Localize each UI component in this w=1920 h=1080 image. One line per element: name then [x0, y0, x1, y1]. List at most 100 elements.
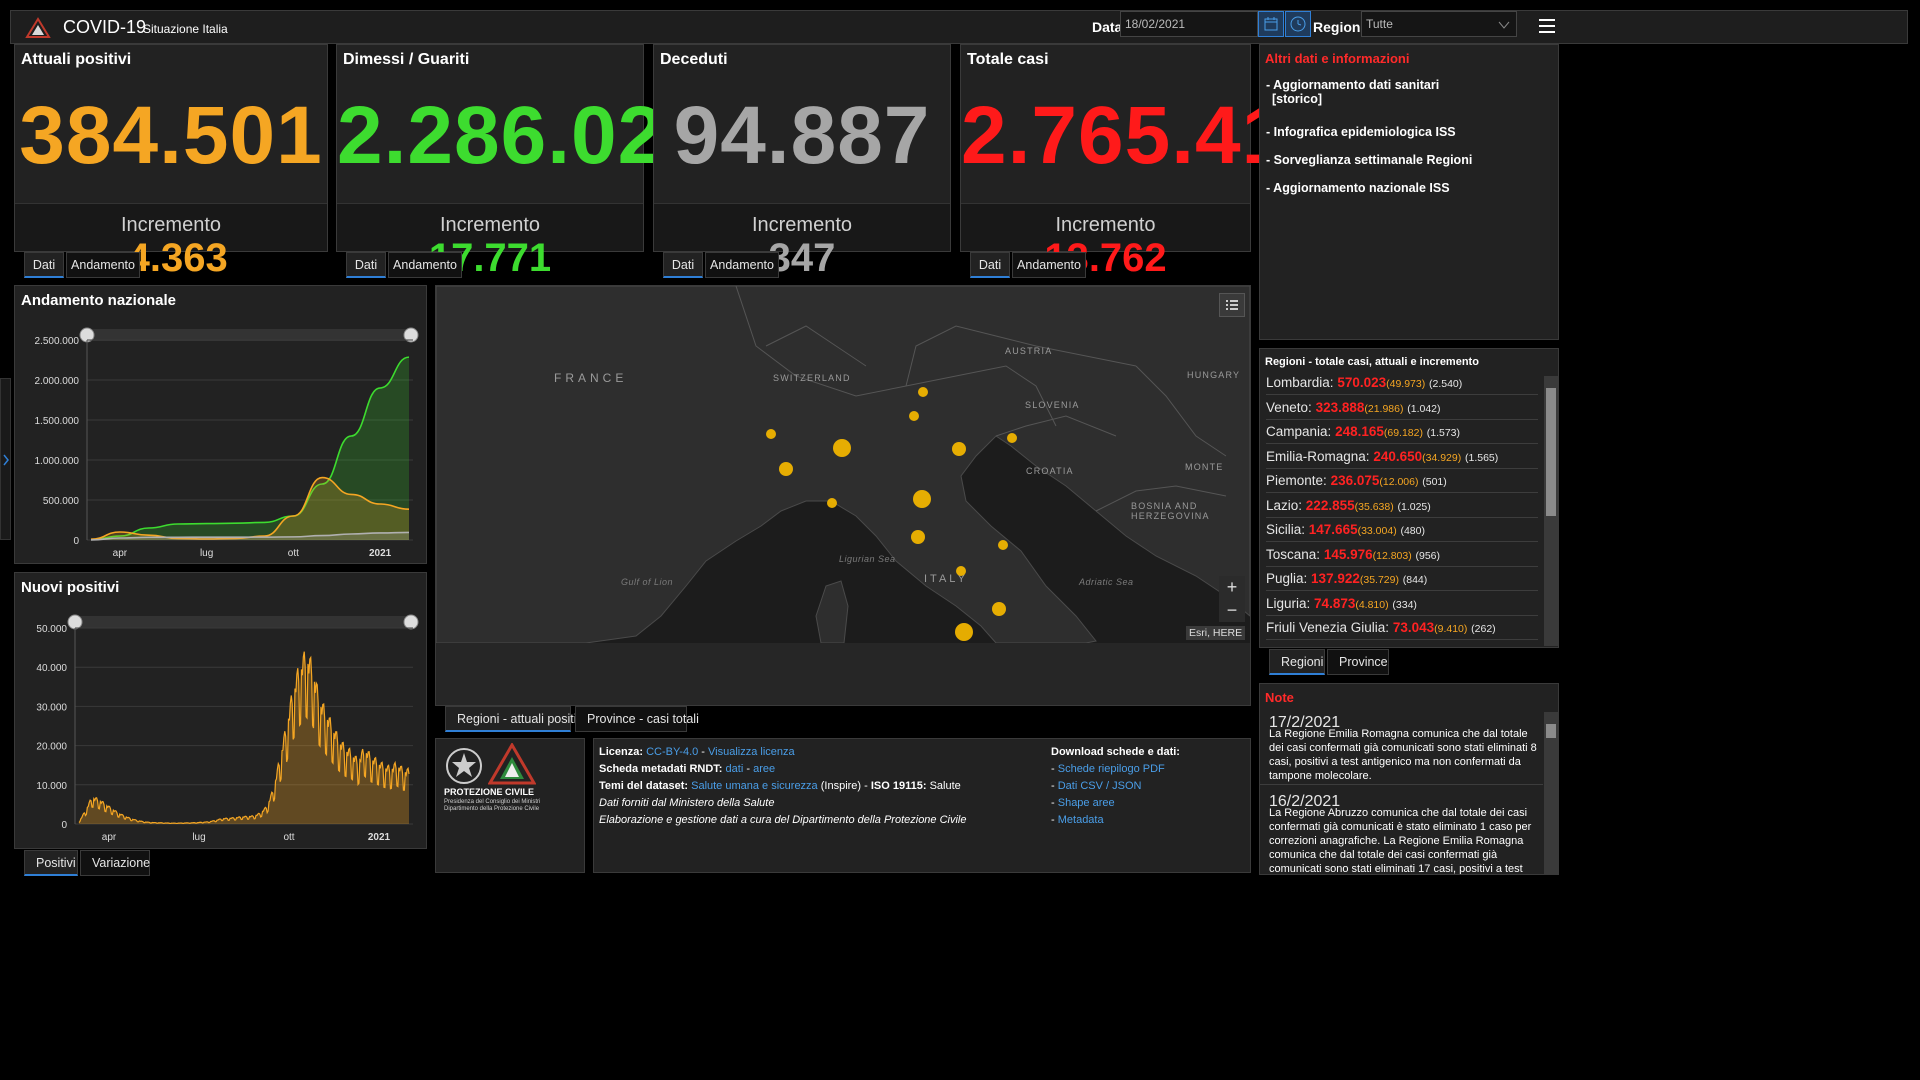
info-link[interactable]: - Aggiornamento dati sanitari [storico] — [1266, 78, 1439, 106]
metadata-dati-link[interactable]: dati — [725, 763, 744, 775]
region-increment: (1.025) — [1397, 500, 1431, 513]
tab-andamento[interactable]: Andamento — [66, 252, 140, 278]
region-row[interactable]: Friuli Venezia Giulia: 73.043(9.410) (26… — [1266, 616, 1538, 640]
tab-andamento[interactable]: Andamento — [705, 252, 779, 278]
region-bubble[interactable] — [913, 490, 931, 508]
new-positives-title: Nuovi positivi — [21, 579, 120, 596]
regions-scrollbar-thumb[interactable] — [1546, 388, 1556, 516]
tab-dati[interactable]: Dati — [970, 252, 1010, 278]
region-bubble[interactable] — [827, 498, 837, 508]
tab-positivi[interactable]: Positivi — [24, 850, 78, 876]
tab-andamento[interactable]: Andamento — [1012, 252, 1086, 278]
protezione-civile-logo-icon — [25, 17, 51, 38]
tab-map-province[interactable]: Province - casi totali — [575, 706, 699, 732]
view-license-link[interactable]: Visualizza licenza — [708, 746, 795, 758]
region-increment: (1.042) — [1407, 402, 1441, 415]
region-row[interactable]: Lazio: 222.855(35.638) (1.025) — [1266, 494, 1538, 518]
region-total: 236.075 — [1330, 473, 1380, 488]
tab-andamento[interactable]: Andamento — [388, 252, 462, 278]
region-bubble[interactable] — [918, 387, 928, 397]
region-bubble[interactable] — [833, 439, 851, 457]
region-row[interactable]: Liguria: 74.873(4.810) (334) — [1266, 592, 1538, 616]
download-pdf-link[interactable]: Schede riepilogo PDF — [1057, 763, 1165, 775]
region-select[interactable]: Tutte — [1361, 11, 1517, 37]
info-link[interactable]: - Aggiornamento nazionale ISS — [1266, 181, 1450, 195]
region-bubble[interactable] — [998, 540, 1008, 550]
tab-dati[interactable]: Dati — [663, 252, 703, 278]
notes-scrollbar-thumb[interactable] — [1546, 724, 1556, 738]
region-total: 248.165 — [1335, 424, 1384, 439]
notes-scrollbar[interactable] — [1544, 712, 1558, 874]
download-csv-link[interactable]: Dati CSV / JSON — [1057, 780, 1142, 792]
menu-button[interactable] — [1533, 13, 1561, 39]
tab-province[interactable]: Province — [1327, 649, 1389, 675]
info-link[interactable]: - Infografica epidemiologica ISS — [1266, 125, 1456, 139]
region-increment: (501) — [1422, 476, 1447, 488]
logo-text: PROTEZIONE CIVILE — [444, 787, 535, 797]
region-bubble[interactable] — [1007, 433, 1017, 443]
zoom-out-button[interactable]: − — [1226, 600, 1238, 620]
themes-link[interactable]: Salute umana e sicurezza — [691, 780, 818, 792]
regions-panel: Regioni - totale casi, attuali e increme… — [1259, 348, 1559, 648]
tab-dati[interactable]: Dati — [346, 252, 386, 278]
region-row[interactable]: Piemonte: 236.075(12.006) (501) — [1266, 469, 1538, 493]
region-row[interactable]: Sicilia: 147.665(33.004) (480) — [1266, 518, 1538, 542]
range-slider-handle[interactable] — [67, 614, 83, 630]
date-input[interactable]: 18/02/2021 — [1120, 11, 1258, 37]
download-metadata-link[interactable]: Metadata — [1057, 814, 1104, 826]
national-trend-title: Andamento nazionale — [21, 292, 177, 309]
date-label: Data — [1092, 19, 1123, 35]
metadata-aree-link[interactable]: aree — [753, 763, 776, 775]
region-bubble[interactable] — [952, 442, 966, 456]
calendar-button[interactable] — [1258, 11, 1284, 37]
source-text-1: Dati forniti dal Ministero della Salute — [599, 797, 775, 809]
download-shape-link[interactable]: Shape aree — [1057, 797, 1115, 809]
info-link-sub: [storico] — [1272, 92, 1322, 106]
region-bubble[interactable] — [909, 411, 919, 421]
region-row[interactable]: Toscana: 145.976(12.803) (956) — [1266, 543, 1538, 567]
clock-icon — [1290, 16, 1306, 32]
info-link[interactable]: - Sorveglianza settimanale Regioni — [1266, 153, 1472, 167]
region-row[interactable]: Veneto: 323.888(21.986) (1.042) — [1266, 396, 1538, 420]
region-current: (35.638) — [1354, 500, 1394, 513]
range-slider-handle[interactable] — [403, 327, 419, 343]
region-row[interactable]: Puglia: 137.922(35.729) (844) — [1266, 567, 1538, 591]
x-tick-label: 2021 — [369, 548, 392, 559]
side-panel-toggle[interactable] — [0, 378, 11, 540]
legend-button[interactable] — [1219, 293, 1245, 317]
region-row[interactable]: Campania: 248.165(69.182) (1.573) — [1266, 420, 1538, 444]
map-label: HUNGARY — [1187, 370, 1240, 380]
region-bubble[interactable] — [956, 566, 966, 576]
license-link[interactable]: CC-BY-4.0 — [646, 746, 699, 758]
range-slider-handle[interactable] — [403, 614, 419, 630]
license-panel: Licenza: CC-BY-4.0 - Visualizza licenza … — [593, 738, 1251, 873]
tab-variazione[interactable]: Variazione — [80, 850, 150, 876]
region-bubble[interactable] — [955, 623, 973, 641]
region-row[interactable]: Lombardia: 570.023(49.973) (2.540) — [1266, 371, 1538, 395]
region-bubble[interactable] — [911, 530, 925, 544]
region-current: (35.729) — [1359, 574, 1399, 586]
region-total: 240.650 — [1373, 448, 1423, 464]
region-row[interactable]: Emilia-Romagna: 240.650(34.929) (1.565) — [1266, 445, 1538, 469]
region-bubble[interactable] — [779, 462, 793, 476]
map-canvas[interactable]: FRANCE SWITZERLAND AUSTRIA HUNGARY SLOVENIA C… — [436, 286, 1250, 705]
inspire-label: (Inspire) — [820, 780, 862, 792]
y-tick-label: 50.000 — [36, 624, 67, 635]
note-item: 17/2/2021 La Regione Emilia Romagna comu… — [1260, 710, 1543, 785]
kpi-value: 94.887 — [673, 90, 931, 181]
zoom-in-button[interactable]: + — [1226, 577, 1238, 597]
map-label: CROATIA — [1026, 466, 1074, 476]
region-bubble[interactable] — [992, 602, 1006, 616]
region-current: (4.810) — [1355, 598, 1389, 611]
time-button[interactable] — [1285, 11, 1311, 37]
tab-map-regioni[interactable]: Regioni - attuali positivi — [445, 706, 586, 732]
region-bubble[interactable] — [766, 429, 776, 439]
series-area — [79, 651, 409, 824]
tab-dati[interactable]: Dati — [24, 252, 64, 278]
map-panel[interactable]: FRANCE SWITZERLAND AUSTRIA HUNGARY SLOVENIA C… — [435, 285, 1251, 706]
tab-regioni[interactable]: Regioni — [1269, 649, 1325, 675]
regions-scrollbar[interactable] — [1544, 376, 1558, 646]
region-name: Lombardia: — [1266, 375, 1334, 390]
region-current: (12.803) — [1372, 549, 1412, 562]
kpi-card: Attuali positivi 384.501 Incremento -4.3… — [14, 44, 328, 280]
